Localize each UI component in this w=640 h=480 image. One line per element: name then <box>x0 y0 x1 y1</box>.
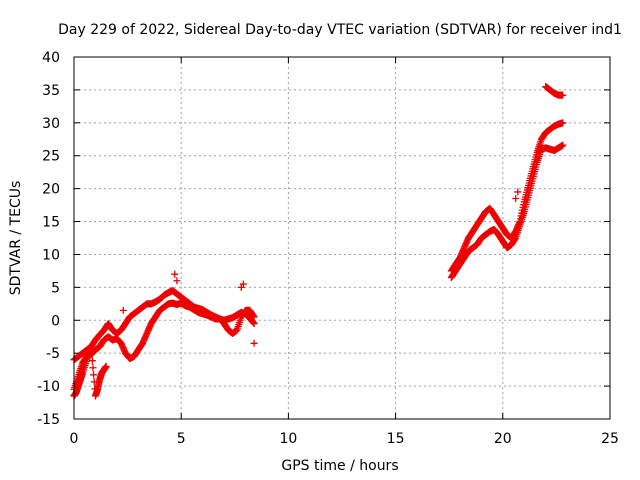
y-tick-label: 30 <box>42 116 60 132</box>
x-tick-label: 5 <box>177 431 186 447</box>
y-tick-label: 40 <box>42 50 60 66</box>
x-tick-label: 25 <box>601 431 619 447</box>
data-point-trace-b <box>250 313 258 321</box>
data-point-trace-e <box>559 119 567 127</box>
data-point-trace-c <box>89 364 97 372</box>
data-point-outliers <box>171 270 179 278</box>
y-tick-label: 20 <box>42 182 60 198</box>
plot-frame <box>73 56 611 420</box>
data-point-trace-a <box>250 320 258 328</box>
data-point-trace-c <box>88 357 96 365</box>
y-tick-label: -15 <box>37 412 60 428</box>
grid <box>74 57 610 419</box>
axis-ticks: 0 5 10 15 20 25 -15 -10 -5 0 5 10 15 20 25 30 35 40 <box>37 50 619 447</box>
data-point-trace-d <box>559 141 567 149</box>
x-tick-label: 15 <box>387 431 405 447</box>
chart-title: Day 229 of 2022, Sidereal Day-to-day VTE… <box>58 22 622 38</box>
data-points <box>70 83 567 400</box>
data-point-trace-c <box>90 371 98 379</box>
data-point-trace-c <box>102 362 110 370</box>
data-point-outliers <box>514 188 522 196</box>
data-point-outliers <box>119 306 127 314</box>
y-tick-label: 15 <box>42 215 60 231</box>
x-axis-label: GPS time / hours <box>281 458 398 474</box>
y-tick-label: 35 <box>42 83 60 99</box>
y-tick-label: 0 <box>51 313 60 329</box>
data-point-trace-c <box>88 350 96 358</box>
data-point-trace-c <box>87 343 95 351</box>
x-tick-label: 0 <box>70 431 79 447</box>
y-tick-label: -5 <box>46 346 60 362</box>
data-point-outliers <box>173 277 181 285</box>
y-tick-label: -10 <box>37 379 60 395</box>
x-tick-label: 20 <box>494 431 512 447</box>
x-tick-label: 10 <box>279 431 297 447</box>
data-point-outliers <box>250 339 258 347</box>
data-point-outliers <box>239 280 247 288</box>
y-axis-label: SDTVAR / TECUs <box>8 181 24 296</box>
data-point-outliers <box>512 195 520 203</box>
y-tick-label: 25 <box>42 149 60 165</box>
y-tick-label: 5 <box>51 280 60 296</box>
y-tick-label: 10 <box>42 247 60 263</box>
data-point-trace-f <box>559 91 567 99</box>
